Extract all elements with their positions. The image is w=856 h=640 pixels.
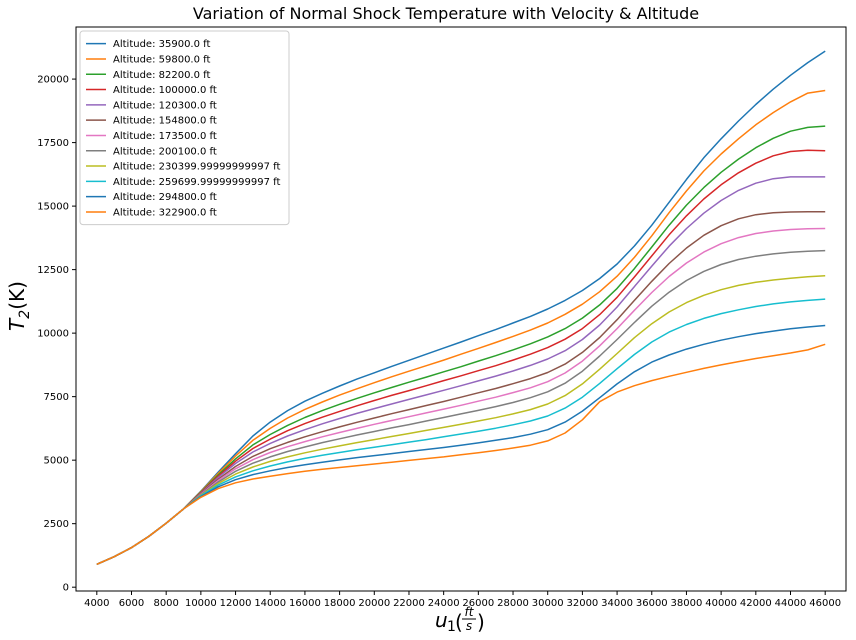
x-label-lparen: ( (455, 610, 463, 634)
y-tick-label: 15000 (37, 202, 69, 213)
series-line-3 (96, 125, 826, 565)
x-tick-label: 24000 (428, 598, 460, 609)
x-tick-label: 44000 (775, 598, 807, 609)
legend-entry: Altitude: 100000.0 ft (113, 85, 217, 96)
series-line-4 (96, 149, 826, 565)
x-tick-label: 8000 (153, 598, 178, 609)
x-label-rparen: ) (477, 610, 485, 634)
y-tick-label: 20000 (37, 75, 69, 86)
legend-entry: Altitude: 154800.0 ft (113, 116, 217, 127)
series-layer (96, 50, 826, 565)
legend-entry: Altitude: 120300.0 ft (113, 100, 217, 111)
x-tick-label: 6000 (119, 598, 144, 609)
x-tick-label: 16000 (289, 598, 321, 609)
x-label-num: ft (465, 605, 475, 619)
y-tick-label: 12500 (37, 265, 69, 276)
legend-entry: Altitude: 259699.99999999997 ft (113, 177, 280, 188)
x-axis-ticks: 4000 6000 8000 10000 12000 14000 16000 18000 200… (84, 591, 841, 609)
plot-frame (75, 26, 847, 592)
y-tick-label: 17500 (37, 138, 69, 149)
series-line-11 (96, 324, 826, 565)
legend-entry: Altitude: 230399.99999999997 ft (113, 162, 280, 173)
legend-entry: Altitude: 173500.0 ft (113, 131, 217, 142)
legend-entry: Altitude: 294800.0 ft (113, 192, 217, 203)
x-tick-label: 18000 (324, 598, 356, 609)
x-label-sub: 1 (447, 619, 456, 635)
series-line-12 (96, 343, 826, 565)
series-line-10 (96, 298, 826, 565)
y-tick-label: 2500 (44, 519, 69, 530)
x-tick-label: 20000 (358, 598, 390, 609)
series-line-6 (96, 210, 826, 565)
x-tick-label: 36000 (636, 598, 668, 609)
legend-entry: Altitude: 200100.0 ft (113, 146, 217, 157)
series-line-7 (96, 227, 826, 565)
x-tick-label: 26000 (462, 598, 494, 609)
x-tick-label: 46000 (809, 598, 841, 609)
x-label-den: s (466, 619, 472, 633)
x-tick-label: 30000 (532, 598, 564, 609)
series-line-2 (96, 89, 826, 565)
y-tick-label: 10000 (37, 329, 69, 340)
y-tick-label: 5000 (44, 456, 69, 467)
x-tick-label: 22000 (393, 598, 425, 609)
x-tick-label: 32000 (566, 598, 598, 609)
y-axis-ticks: 0 2500 5000 7500 10000 12500 15000 17500 20000 (37, 75, 76, 594)
x-tick-label: 14000 (254, 598, 286, 609)
x-tick-label: 28000 (497, 598, 529, 609)
x-tick-label: 4000 (84, 598, 109, 609)
legend: Altitude: 35900.0 ft Altitude: 59800.0 ft… (79, 30, 290, 226)
legend-entry: Altitude: 59800.0 ft (113, 54, 211, 65)
x-axis-label: u 1 ( ft s ) (435, 605, 485, 635)
x-label-base: u (435, 608, 448, 632)
series-line-8 (96, 249, 826, 565)
legend-entry: Altitude: 82200.0 ft (113, 70, 211, 81)
x-tick-label: 42000 (740, 598, 772, 609)
legend-entry: Altitude: 35900.0 ft (113, 39, 211, 50)
series-line-5 (96, 176, 826, 565)
legend-entry: Altitude: 322900.0 ft (113, 207, 217, 218)
series-line-1 (96, 50, 826, 565)
x-tick-label: 34000 (601, 598, 633, 609)
y-label-sub: 2 (17, 310, 33, 319)
y-tick-label: 7500 (44, 392, 69, 403)
x-tick-label: 10000 (185, 598, 217, 609)
y-label-rest: (K) (5, 281, 29, 310)
y-axis-label: T2(K) (5, 281, 33, 331)
y-label-base: T (5, 317, 29, 331)
x-tick-label: 38000 (671, 598, 703, 609)
legend-box (79, 30, 290, 226)
chart-title: Variation of Normal Shock Temperature wi… (193, 4, 699, 23)
y-tick-label: 0 (63, 583, 69, 594)
series-line-9 (96, 274, 826, 565)
x-tick-label: 12000 (220, 598, 252, 609)
x-tick-label: 40000 (705, 598, 737, 609)
